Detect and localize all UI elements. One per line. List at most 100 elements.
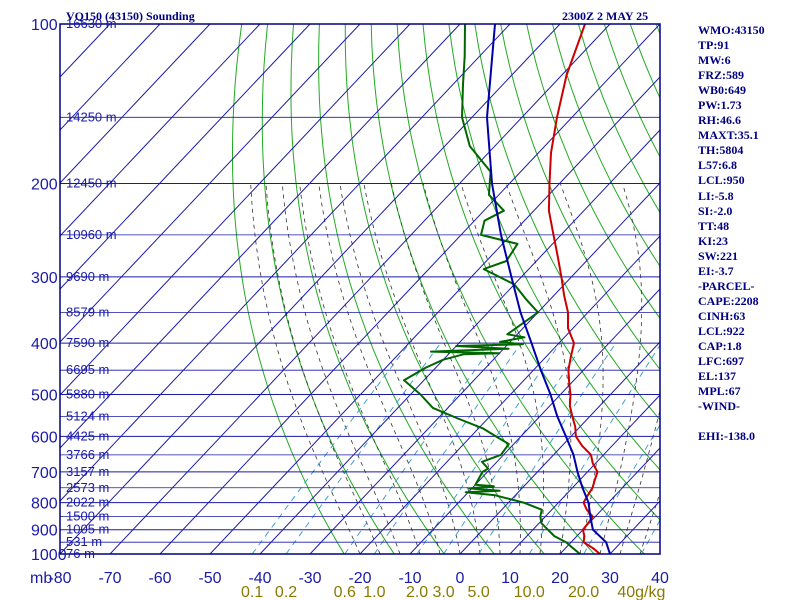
- index-item: L57:6.8: [698, 158, 737, 173]
- index-item: RH:46.6: [698, 113, 741, 128]
- dry-adiabat: [232, 24, 345, 554]
- temperature-tick-label: -30: [298, 570, 321, 587]
- isotherm-line: [60, 24, 161, 131]
- index-item: TP:91: [698, 38, 730, 53]
- mixing-ratio-line: [443, 342, 585, 554]
- index-item: MAXT:35.1: [698, 128, 759, 143]
- temperature-tick-label: -50: [198, 570, 221, 587]
- height-label: 10960 m: [66, 227, 117, 242]
- pressure-tick-label: 1000: [31, 547, 67, 564]
- height-label: 3157 m: [66, 464, 109, 479]
- height-label: 12450 m: [66, 176, 117, 191]
- height-label: 1500 m: [66, 509, 109, 524]
- parcel-trace: [486, 24, 611, 554]
- dry-adiabat: [261, 24, 395, 554]
- moist-adiabat: [559, 183, 604, 554]
- height-label: 7590 m: [66, 335, 109, 350]
- index-item: WB0:649: [698, 83, 746, 98]
- moist-adiabat: [422, 183, 521, 554]
- index-item: LCL:950: [698, 173, 745, 188]
- mixing-ratio-label: 1.0: [363, 584, 385, 600]
- mixing-ratio-label: 10.0: [514, 584, 545, 600]
- isotherm-line: [359, 235, 660, 554]
- mixing-ratio-label: 20.0: [568, 584, 599, 600]
- isotherm-line: [60, 24, 561, 554]
- index-item: EI:-3.7: [698, 263, 734, 278]
- pressure-tick-label: 200: [31, 177, 58, 194]
- index-item: LI:-5.8: [698, 188, 734, 203]
- height-label: 76 m: [66, 546, 95, 561]
- index-item: EHI:-138.0: [698, 429, 755, 444]
- dry-adiabat: [318, 24, 495, 554]
- isotherm-line: [159, 24, 660, 554]
- isotherm-line: [60, 24, 311, 290]
- temperature-tick-label: -40: [248, 570, 271, 587]
- index-item: -WIND-: [698, 399, 740, 414]
- height-label: 16630 m: [66, 16, 117, 31]
- temperature-tick-label: -20: [348, 570, 371, 587]
- height-label: 4425 m: [66, 428, 109, 443]
- temperature-tick-label: -80: [48, 570, 71, 587]
- moist-adiabat: [250, 183, 361, 554]
- height-label: 2573 m: [66, 480, 109, 495]
- dry-adiabat: [290, 24, 445, 554]
- moist-adiabat: [505, 183, 572, 554]
- height-label: 5124 m: [66, 408, 109, 423]
- sounding-time: 2300Z 2 MAY 25: [562, 9, 649, 23]
- isotherm-line: [109, 24, 611, 554]
- pressure-tick-label: 600: [31, 429, 58, 446]
- moist-adiabat: [299, 183, 421, 554]
- mixing-ratio-label: 40g/kg: [617, 584, 665, 600]
- mixing-ratio-label: 0.1: [241, 584, 263, 600]
- temperature-tick-label: 20: [551, 570, 569, 587]
- mixing-ratio-line: [344, 342, 495, 554]
- station-title: VQ150 (43150) Sounding: [66, 9, 195, 23]
- isotherm-line: [559, 447, 660, 554]
- temperature-trace: [547, 24, 601, 554]
- index-item: LFC:697: [698, 354, 744, 369]
- index-item: -PARCEL-: [698, 278, 755, 293]
- isotherm-line: [60, 24, 511, 502]
- temperature-tick-label: 0: [456, 570, 465, 587]
- pressure-unit-label: mb: [30, 570, 52, 587]
- temperature-tick-label: 10: [501, 570, 519, 587]
- moist-adiabat: [619, 408, 660, 554]
- isotherm-line: [60, 24, 261, 237]
- index-item: [698, 414, 765, 429]
- mixing-ratio-line: [416, 342, 561, 554]
- pressure-tick-label: 500: [31, 387, 58, 404]
- moist-adiabat: [390, 183, 501, 554]
- height-label: 14250 m: [66, 109, 117, 124]
- pressure-tick-label: 700: [31, 465, 58, 482]
- index-item: FRZ:589: [698, 68, 744, 83]
- mixing-ratio-label: 3.0: [432, 584, 454, 600]
- height-label: 8579 m: [66, 304, 109, 319]
- mixing-ratio-line: [478, 342, 617, 554]
- index-item: KI:23: [698, 233, 728, 248]
- isotherm-line: [60, 24, 361, 343]
- plot-frame: [59, 23, 661, 555]
- index-item: WMO:43150: [698, 23, 765, 37]
- dewpoint-trace: [403, 24, 581, 554]
- dry-adiabat: [577, 24, 660, 214]
- isotherm-line: [309, 182, 660, 554]
- index-item: CAPE:2208: [698, 293, 759, 308]
- isotherm-line: [209, 76, 660, 554]
- height-label: 2022 m: [66, 495, 109, 510]
- moist-adiabat: [318, 183, 441, 554]
- isotherm-line: [60, 24, 411, 396]
- moist-adiabat: [281, 183, 401, 554]
- dry-adiabat: [760, 24, 800, 554]
- mixing-ratio-line: [251, 342, 410, 554]
- mixing-ratio-line: [583, 424, 660, 554]
- isotherm-line: [409, 288, 660, 554]
- mixing-ratio-label: 5.0: [467, 584, 489, 600]
- index-item: TT:48: [698, 218, 730, 233]
- height-label: 5880 m: [66, 386, 109, 401]
- index-item: MPL:67: [698, 384, 741, 399]
- index-item: SW:221: [698, 248, 739, 263]
- moist-adiabat: [639, 491, 660, 554]
- temperature-tick-label: 30: [601, 570, 619, 587]
- pressure-tick-label: 900: [31, 523, 58, 540]
